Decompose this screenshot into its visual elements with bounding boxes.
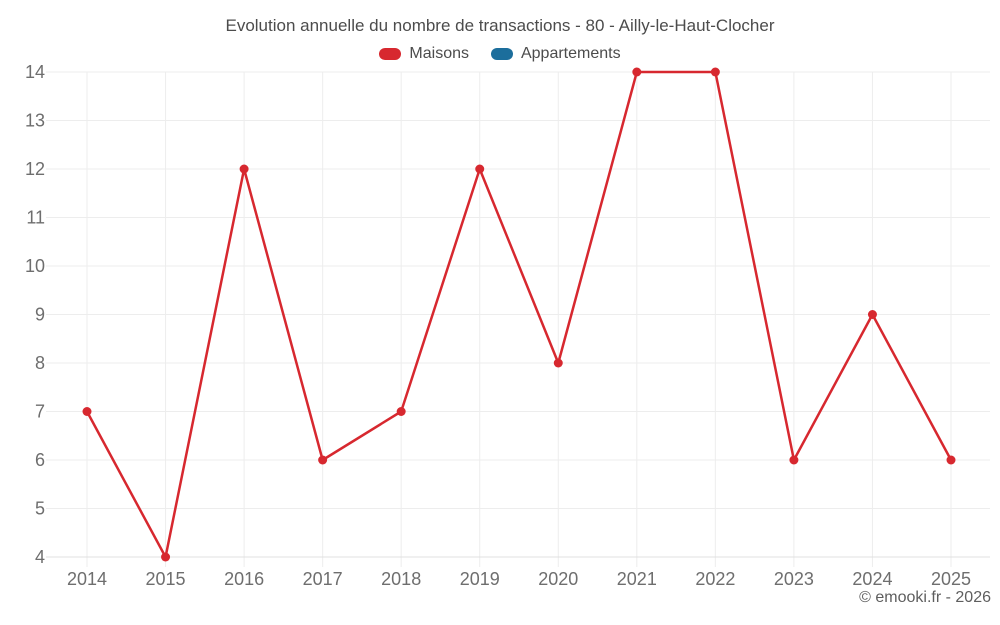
x-tick-label: 2015 — [146, 569, 186, 589]
x-tick-label: 2014 — [67, 569, 107, 589]
x-tick-label: 2018 — [381, 569, 421, 589]
data-point-maisons-2023[interactable] — [789, 455, 799, 465]
y-tick-label: 4 — [35, 547, 45, 567]
maisons-series-swatch-icon — [379, 48, 402, 60]
y-tick-label: 6 — [35, 450, 45, 470]
x-tick-label: 2016 — [224, 569, 264, 589]
chart-title: Evolution annuelle du nombre de transact… — [225, 16, 775, 35]
y-tick-label: 13 — [25, 111, 45, 131]
x-tick-label: 2022 — [695, 569, 735, 589]
data-point-maisons-2018[interactable] — [396, 407, 406, 416]
attribution: © emooki.fr - 2026 — [859, 589, 991, 606]
y-tick-label: 12 — [25, 159, 45, 179]
x-tick-label: 2017 — [303, 569, 343, 589]
legend-label-maisons: Maisons — [409, 45, 469, 62]
y-tick-label: 14 — [25, 62, 45, 82]
data-point-maisons-2021[interactable] — [632, 67, 642, 77]
data-point-maisons-2024[interactable] — [867, 310, 877, 319]
legend: Maisons Appartements — [0, 45, 1000, 63]
data-point-maisons-2016[interactable] — [239, 164, 249, 174]
y-tick-label: 11 — [26, 208, 45, 228]
legend-item-appartements[interactable]: Appartements — [490, 45, 621, 63]
series-line-maisons[interactable] — [85, 70, 953, 559]
y-tick-label: 5 — [35, 499, 45, 519]
data-point-maisons-2014[interactable] — [82, 407, 92, 416]
data-point-maisons-2025[interactable] — [946, 455, 956, 465]
x-tick-label: 2019 — [460, 569, 500, 589]
x-tick-label: 2024 — [852, 569, 892, 589]
y-tick-label: 9 — [35, 305, 45, 325]
appartements-series-swatch-icon — [490, 48, 513, 60]
x-tick-label: 2023 — [774, 569, 814, 589]
legend-item-maisons[interactable]: Maisons — [379, 45, 469, 63]
y-tick-label: 10 — [25, 256, 45, 276]
x-tick-label: 2021 — [617, 569, 657, 589]
data-point-maisons-2022[interactable] — [710, 67, 720, 77]
y-tick-label: 7 — [35, 402, 45, 422]
data-point-maisons-2020[interactable] — [553, 358, 563, 368]
y-tick-label: 8 — [35, 353, 45, 373]
data-point-maisons-2019[interactable] — [475, 164, 485, 174]
data-point-maisons-2017[interactable] — [318, 455, 328, 465]
legend-label-appartements: Appartements — [520, 45, 621, 62]
x-tick-label: 2020 — [538, 569, 578, 589]
data-point-maisons-2015[interactable] — [161, 552, 171, 562]
x-tick-label: 2025 — [931, 569, 971, 589]
